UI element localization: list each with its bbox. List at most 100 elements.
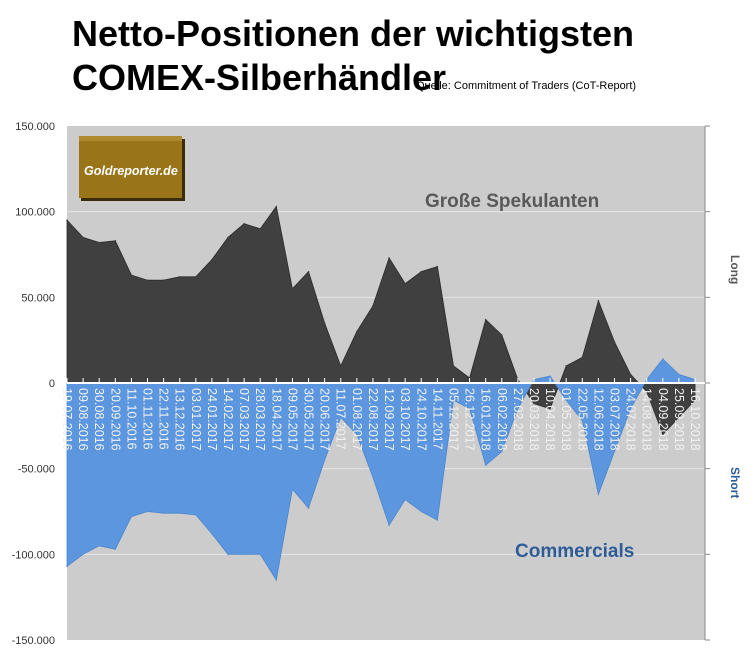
data-point [98,544,101,547]
data-point [243,222,245,225]
data-point [613,450,616,453]
x-tick-label: 06.02.2018 [495,388,509,451]
y-tick-label: 150.000 [15,121,55,133]
data-point [500,334,503,336]
x-tick-label: 11.10.2016 [124,388,138,450]
data-point [114,548,117,550]
x-tick-label: 30.05.2017 [302,388,316,451]
data-point [565,365,567,367]
data-point [178,512,181,515]
chart-source: Quelle: Commitment of Traders (CoT-Repor… [416,80,637,92]
data-point [388,257,390,259]
x-tick-label: 14.11.2017 [430,388,444,450]
x-tick-label: 27.02.2018 [511,388,525,451]
x-tick-label: 14.02.2017 [221,388,235,451]
data-point [404,498,406,501]
data-point [629,407,632,410]
data-point [613,341,616,343]
logo-text: Goldreporter.de [84,164,178,178]
data-point [533,402,535,405]
data-point [275,205,278,208]
data-point [162,512,165,515]
x-tick-label: 16.01.2018 [479,388,493,451]
data-point [484,318,487,321]
x-tick-label: 11.07.2017 [334,388,348,450]
x-tick-label: 22.08.2017 [366,388,380,451]
x-tick-label: 12.09.2017 [382,388,396,451]
x-tick-label: 01.08.2017 [350,388,364,451]
data-point [66,565,68,568]
data-point [629,373,632,376]
x-tick-label: 10.04.2018 [543,388,557,451]
data-point [323,322,326,324]
data-point [162,279,165,282]
x-tick-label: 16.10.2018 [688,388,702,451]
data-point [597,299,600,302]
data-point [356,433,358,436]
x-tick-label: 22.05.2018 [575,388,589,451]
x-tick-label: 18.04.2017 [269,388,283,451]
data-point [227,236,229,239]
data-point [661,358,664,360]
x-tick-label: 03.10.2017 [398,388,412,451]
x-tick-label: 07.03.2017 [237,388,251,451]
data-point [146,510,149,513]
x-tick-label: 09.08.2016 [76,388,90,451]
data-point [259,228,262,230]
x-tick-label: 24.01.2017 [205,388,219,451]
data-point [323,459,326,461]
data-point [98,241,101,244]
x-tick-label: 20.03.2018 [527,388,541,451]
data-point [404,282,406,285]
data-point [549,375,551,377]
data-point [420,510,423,513]
data-point [339,416,342,419]
data-point [243,553,245,556]
data-point [597,493,600,496]
label-commercials: Commercials [515,541,634,562]
data-point [549,407,551,410]
data-point [420,270,423,273]
y-tick-label: -50.000 [18,464,55,476]
data-point [146,279,149,282]
data-point [581,356,584,359]
chart-title-line1: Netto-Positionen der wichtigsten [72,13,635,54]
x-tick-label: 05.12.2017 [446,388,460,451]
right-label-long: Long [728,255,742,284]
x-tick-label: 24.10.2017 [414,388,428,451]
data-point [678,416,680,419]
data-point [291,287,294,290]
data-point [581,419,584,422]
x-tick-label: 03.07.2018 [607,388,621,451]
data-point [645,390,648,393]
data-point [195,514,197,516]
data-point [130,274,133,276]
data-point [291,488,294,491]
data-point [307,507,310,509]
y-tick-label: 50.000 [21,292,55,304]
x-tick-label: 13.12.2016 [173,388,187,451]
data-point [66,219,68,222]
x-tick-label: 22.11.2016 [157,388,171,450]
x-tick-label: 09.05.2017 [285,388,299,451]
data-point [436,519,439,521]
x-tick-label: 28.03.2017 [253,388,267,451]
data-point [388,524,390,527]
y-tick-label: 100.000 [15,207,55,219]
data-point [130,515,133,518]
data-point [211,532,213,535]
data-point [227,553,229,556]
data-point [259,553,262,556]
data-point [195,275,197,278]
data-point [372,476,374,479]
data-point [678,373,680,376]
data-point [339,365,342,367]
x-tick-label: 20.09.2016 [108,388,122,451]
data-point [661,433,664,436]
data-point [275,579,278,581]
y-tick-label: -150.000 [12,635,55,647]
logo: Goldreporter.de [79,136,185,201]
data-point [565,399,567,401]
data-point [356,330,358,333]
